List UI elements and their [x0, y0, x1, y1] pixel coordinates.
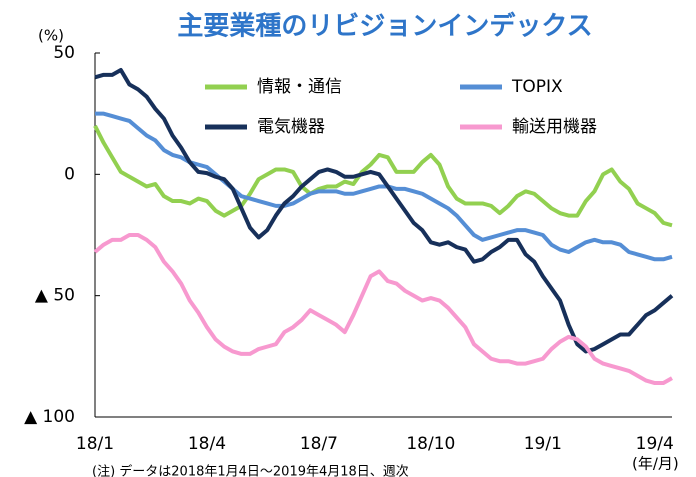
y-tick-label: ▲ 100 — [24, 407, 75, 427]
legend-label: TOPIX — [511, 77, 563, 97]
series-line — [93, 233, 673, 386]
y-tick-label: 0 — [64, 164, 75, 184]
x-tick-label: 19/4 — [636, 434, 674, 454]
legend-label: 情報・通信 — [257, 77, 342, 97]
chart-title: 主要業種のリビジョンインデックス — [177, 11, 592, 42]
y-tick-label: ▲ 50 — [35, 286, 75, 306]
legend-label: 電気機器 — [257, 117, 325, 137]
legend-label: 輸送用機器 — [512, 117, 597, 137]
x-tick-label: 18/7 — [300, 434, 338, 454]
x-tick-label: 18/1 — [76, 434, 114, 454]
x-tick-label: 19/1 — [524, 434, 562, 454]
x-unit: (年/月) — [632, 455, 679, 473]
note: (注) データは2018年1月4日～2019年4月18日、週次 — [92, 464, 409, 477]
y-tick-label: 50 — [53, 43, 75, 63]
series-line — [94, 67, 674, 354]
series-line — [93, 124, 673, 228]
x-tick-label: 18/10 — [406, 434, 455, 454]
y-unit: (%) — [38, 27, 64, 45]
x-tick-label: 18/4 — [188, 434, 226, 454]
